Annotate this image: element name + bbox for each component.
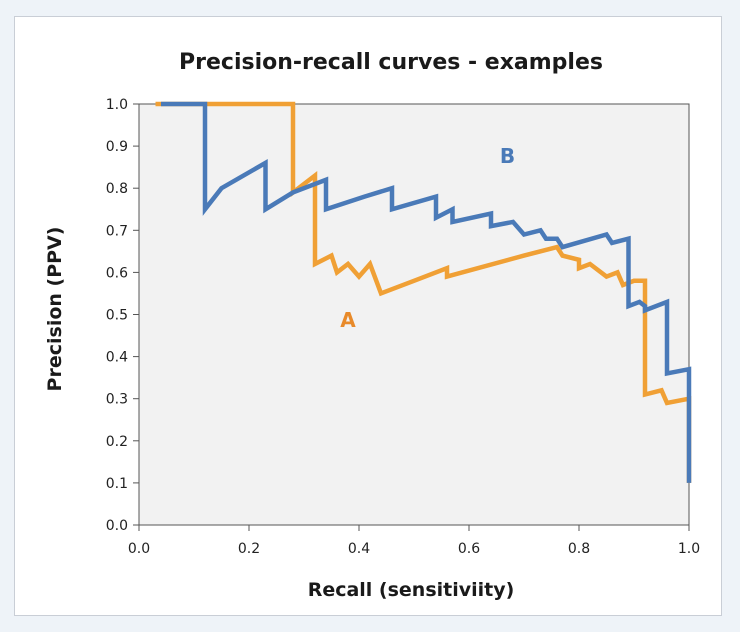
x-axis-ticks: 0.0 0.2 0.4 0.6 0.8 1.0 <box>128 525 700 557</box>
series-label-b: B <box>500 144 515 168</box>
precision-recall-chart: Precision-recall curves - examples 0.00.… <box>44 50 700 601</box>
y-tick-label: 0.2 <box>106 434 128 450</box>
series-labels: BA <box>340 144 515 332</box>
x-axis-label: Recall (sensitiviity) <box>308 579 515 601</box>
series-layer <box>155 101 692 483</box>
y-tick-label: 0.8 <box>106 181 128 197</box>
y-tick-label: 0.0 <box>106 518 128 534</box>
chart-title: Precision-recall curves - examples <box>179 50 603 75</box>
x-tick-label: 0.4 <box>348 541 370 557</box>
y-tick-label: 0.5 <box>106 308 128 324</box>
x-tick-label: 0.8 <box>568 541 590 557</box>
y-axis-label: Precision (PPV) <box>44 227 66 392</box>
y-tick-label: 0.6 <box>106 265 128 281</box>
y-axis-ticks: 0.0 0.1 0.2 0.3 0.4 0.5 0.6 0.7 0.8 0.9 1.0 <box>106 97 139 534</box>
series-line-b <box>161 101 692 483</box>
y-tick-label: 0.9 <box>106 139 128 155</box>
x-tick-label: 0.2 <box>238 541 260 557</box>
y-tick-label: 0.3 <box>106 392 128 408</box>
y-tick-label: 0.1 <box>106 476 128 492</box>
y-tick-label: 0.4 <box>106 350 128 366</box>
x-tick-label: 0.0 <box>128 541 150 557</box>
series-label-a: A <box>340 308 356 332</box>
series-line-a <box>155 101 692 483</box>
y-tick-label: 0.7 <box>106 223 128 239</box>
x-tick-label: 1.0 <box>678 541 700 557</box>
plot-area <box>138 103 690 526</box>
y-tick-label: 1.0 <box>106 97 128 113</box>
chart-frame: Precision-recall curves - examples 0.0 0.… <box>14 16 722 616</box>
x-tick-label: 0.6 <box>458 541 480 557</box>
